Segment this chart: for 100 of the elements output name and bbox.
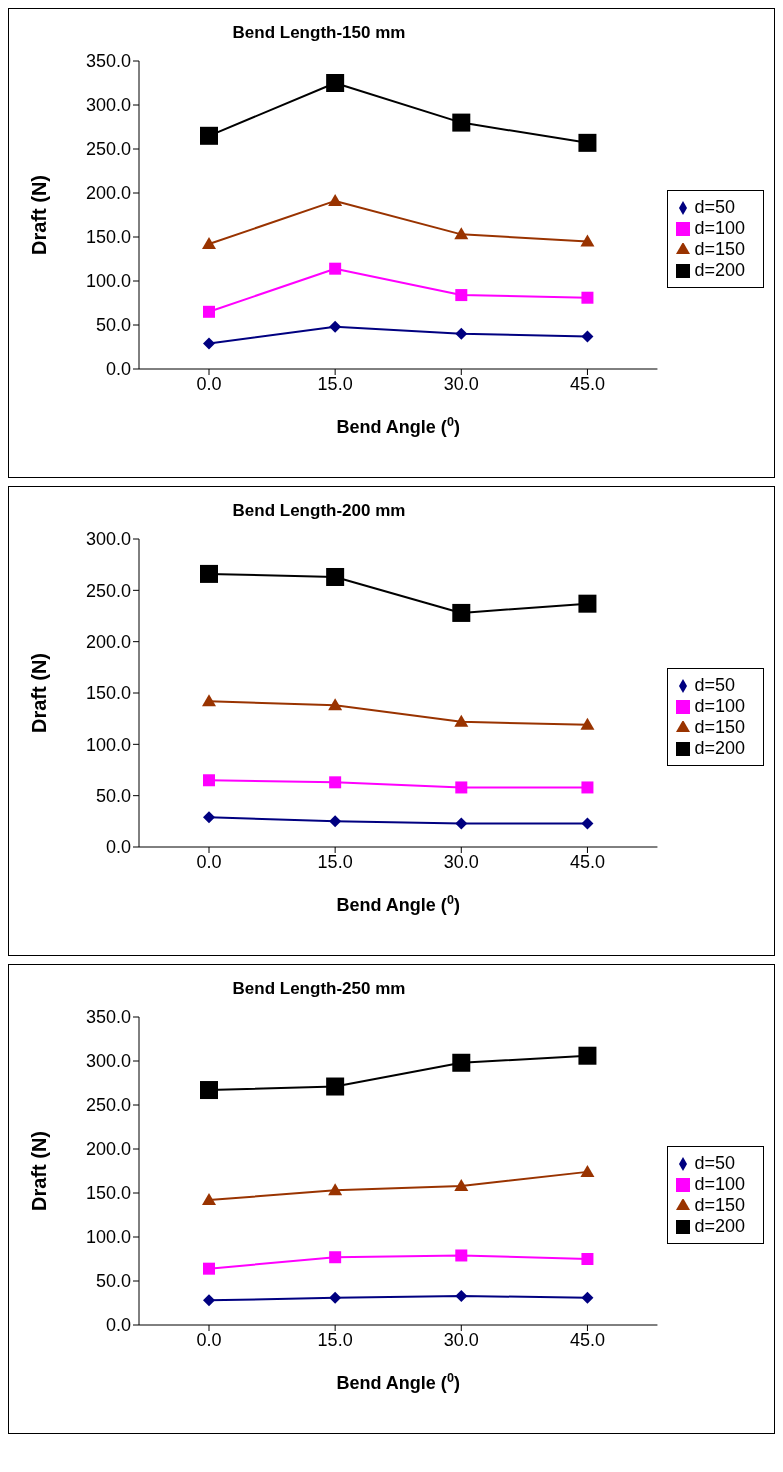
legend-label: d=200 [694, 1216, 745, 1236]
point [581, 1291, 594, 1304]
y-axis-title: Draft (N) [28, 1131, 51, 1211]
point [202, 237, 216, 250]
y-tick-label: 350.0 [85, 1007, 131, 1028]
point [581, 781, 594, 794]
y-tick-label: 100.0 [85, 1227, 131, 1248]
y-tick-label: 350.0 [85, 51, 131, 72]
point [580, 717, 595, 730]
y-tick-label: 0.0 [105, 1315, 131, 1336]
point [581, 291, 594, 304]
point [455, 781, 468, 794]
x-tick-label: 0.0 [196, 1329, 222, 1350]
x-tick-label: 15.0 [317, 373, 353, 394]
y-tick-label: 200.0 [85, 183, 131, 204]
point [203, 1294, 215, 1307]
y-tick-label: 150.0 [85, 227, 131, 248]
y-tick-label: 250.0 [85, 1095, 131, 1116]
point [454, 714, 469, 727]
point [329, 320, 342, 333]
point [581, 817, 594, 830]
point [455, 1249, 468, 1262]
point [329, 1291, 342, 1304]
legend-label: d=200 [694, 260, 745, 280]
legend-label: d=100 [694, 696, 745, 716]
point [581, 1253, 594, 1265]
point [202, 694, 216, 707]
point [200, 564, 218, 583]
legend-label: d=100 [694, 1174, 745, 1194]
y-axis-title: Draft (N) [28, 175, 51, 255]
legend-label: d=150 [694, 1195, 745, 1215]
y-tick-label: 250.0 [85, 580, 131, 601]
point [329, 815, 342, 828]
point [580, 234, 595, 247]
y-tick-label: 300.0 [85, 529, 131, 550]
y-tick-label: 50.0 [95, 786, 131, 807]
chart-title: Bend Length-150 mm [231, 23, 407, 43]
point [455, 327, 468, 340]
legend-label: d=200 [694, 738, 745, 758]
y-tick-label: 300.0 [85, 1051, 131, 1072]
point [326, 567, 345, 586]
legend-label: d=150 [694, 239, 745, 259]
legend-label: d=50 [694, 197, 735, 217]
x-tick-label: 45.0 [569, 851, 605, 872]
x-tick-label: 30.0 [443, 1329, 479, 1350]
y-axis-title: Draft (N) [28, 653, 51, 733]
point [455, 1289, 468, 1302]
point [203, 1262, 215, 1275]
point [326, 1077, 345, 1096]
x-tick-label: 15.0 [317, 851, 353, 872]
x-axis-title: Bend Angle ($^{0}$) [336, 415, 460, 437]
point [454, 227, 469, 240]
y-tick-label: 50.0 [95, 315, 131, 336]
point [328, 193, 343, 206]
legend-label: d=50 [694, 1153, 735, 1173]
point [326, 74, 345, 92]
y-tick-label: 300.0 [85, 95, 131, 116]
x-axis-title: Bend Angle ($^{0}$) [336, 1371, 460, 1393]
point [452, 603, 471, 622]
x-tick-label: 15.0 [317, 1329, 353, 1350]
point [328, 1183, 343, 1196]
point [578, 594, 597, 613]
y-tick-label: 150.0 [85, 683, 131, 704]
point [581, 330, 594, 343]
point [455, 289, 468, 302]
point [452, 113, 471, 132]
legend-label: d=50 [694, 675, 735, 695]
point [203, 774, 215, 787]
y-tick-label: 200.0 [85, 1139, 131, 1160]
y-tick-label: 50.0 [95, 1271, 131, 1292]
chart-title: Bend Length-200 mm [231, 501, 407, 521]
point [578, 133, 597, 152]
point [452, 1053, 471, 1072]
legend-label: d=100 [694, 218, 745, 238]
point [200, 1081, 218, 1100]
point [202, 1193, 216, 1206]
x-tick-label: 0.0 [196, 373, 222, 394]
point [200, 126, 218, 145]
y-tick-label: 150.0 [85, 1183, 131, 1204]
x-axis-title: Bend Angle ($^{0}$) [336, 893, 460, 915]
chart-title: Bend Length-250 mm [231, 979, 407, 999]
x-tick-label: 45.0 [569, 373, 605, 394]
y-tick-label: 0.0 [105, 359, 131, 380]
x-tick-label: 0.0 [196, 851, 222, 872]
legend-label: d=150 [694, 717, 745, 737]
point [203, 811, 215, 824]
point [580, 1164, 595, 1177]
point [329, 262, 342, 275]
point [329, 1251, 342, 1264]
point [578, 1046, 597, 1065]
y-tick-label: 100.0 [85, 271, 131, 292]
x-tick-label: 30.0 [443, 373, 479, 394]
point [203, 305, 215, 318]
y-tick-label: 0.0 [105, 837, 131, 858]
point [203, 337, 215, 350]
point [455, 817, 468, 830]
y-tick-label: 200.0 [85, 632, 131, 653]
point [329, 776, 342, 789]
x-tick-label: 45.0 [569, 1329, 605, 1350]
y-tick-label: 100.0 [85, 734, 131, 755]
